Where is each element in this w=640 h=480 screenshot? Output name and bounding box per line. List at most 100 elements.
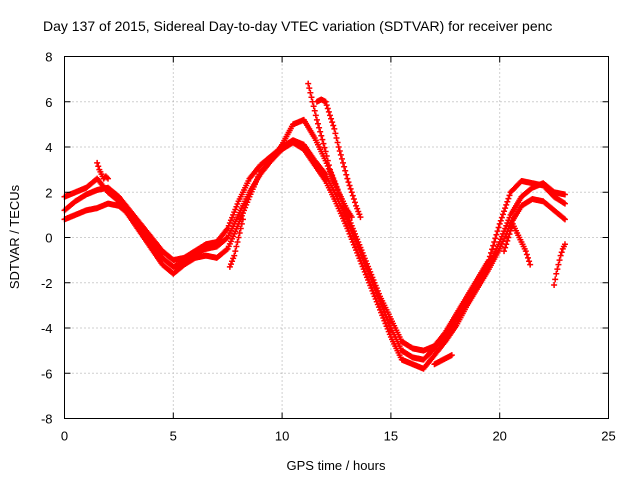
data-point — [561, 216, 568, 223]
data-point — [306, 85, 313, 92]
data-point — [236, 229, 243, 236]
data-point — [348, 189, 355, 196]
x-tick-label: 20 — [492, 429, 506, 444]
y-tick-label: -2 — [41, 276, 53, 291]
data-point — [105, 175, 112, 182]
data-point — [95, 163, 102, 170]
data-point — [340, 159, 347, 166]
data-point — [317, 128, 324, 135]
data-point — [490, 242, 497, 249]
data-point — [494, 228, 501, 235]
data-point — [313, 116, 320, 123]
data-point — [305, 80, 312, 87]
data-point — [498, 214, 505, 221]
data-point — [556, 257, 563, 264]
data-points — [61, 80, 568, 372]
data-point — [505, 234, 512, 241]
x-tick-label: 25 — [601, 429, 615, 444]
data-point — [336, 147, 343, 154]
data-point — [331, 125, 338, 132]
data-point — [346, 182, 353, 189]
data-point — [316, 124, 323, 131]
y-tick-label: -6 — [41, 366, 53, 381]
y-tick-label: 4 — [45, 140, 52, 155]
data-point — [326, 112, 333, 119]
data-point — [493, 231, 500, 238]
data-point — [353, 202, 360, 209]
data-point — [232, 248, 239, 255]
data-point — [496, 220, 503, 227]
data-point — [307, 89, 314, 96]
data-point — [319, 136, 326, 143]
data-point — [234, 239, 241, 246]
data-point — [333, 183, 340, 190]
data-point — [223, 235, 230, 242]
data-point — [505, 195, 512, 202]
y-tick-label: 0 — [45, 231, 52, 246]
data-point — [337, 151, 344, 158]
data-point — [342, 167, 349, 174]
data-point — [322, 148, 329, 155]
data-point — [344, 175, 351, 182]
data-point — [331, 177, 338, 184]
data-point — [231, 252, 238, 259]
data-point — [507, 227, 514, 234]
data-point — [328, 115, 335, 122]
data-point — [502, 244, 509, 251]
data-point — [325, 162, 332, 169]
data-point — [341, 163, 348, 170]
data-point — [347, 185, 354, 192]
series-spur-a — [305, 80, 355, 221]
data-point — [326, 166, 333, 173]
series-spur-f — [501, 220, 534, 268]
y-axis-label: SDTVAR / TECUs — [7, 184, 22, 289]
data-point — [311, 107, 318, 114]
axis-ticks: 0 5 10 15 20 25 -8 -6 -4 -2 0 2 4 6 8 — [41, 50, 616, 444]
series-spur-e — [551, 241, 568, 289]
data-point — [495, 224, 502, 231]
data-point — [499, 211, 506, 218]
data-point — [526, 258, 533, 265]
data-point — [333, 134, 340, 141]
series-track-3 — [61, 116, 568, 354]
data-point — [551, 282, 558, 289]
data-point — [329, 172, 336, 179]
data-point — [561, 200, 568, 207]
data-point — [322, 98, 329, 105]
data-point — [487, 249, 494, 256]
data-point — [552, 276, 559, 283]
x-tick-label: 10 — [275, 429, 289, 444]
data-point — [330, 122, 337, 129]
data-point — [350, 196, 357, 203]
data-point — [501, 208, 508, 215]
data-point — [325, 108, 332, 115]
data-point — [351, 199, 358, 206]
data-point — [527, 261, 534, 268]
data-point — [103, 174, 110, 181]
data-point — [506, 231, 513, 238]
data-point — [491, 239, 498, 246]
data-point — [354, 205, 361, 212]
data-point — [239, 216, 246, 223]
data-point — [489, 246, 496, 253]
data-point — [335, 144, 342, 150]
data-point — [230, 255, 237, 262]
data-point — [503, 241, 510, 248]
data-point — [356, 211, 363, 218]
data-point — [332, 130, 339, 137]
series-spur-g — [226, 216, 246, 270]
data-point — [503, 201, 510, 208]
data-point — [323, 102, 330, 109]
data-point — [502, 205, 509, 212]
data-point — [560, 215, 567, 222]
data-point — [555, 261, 562, 268]
series-track-2 — [61, 139, 568, 372]
data-point — [321, 144, 328, 151]
data-point — [330, 175, 337, 182]
data-point — [557, 252, 564, 259]
chart-title: Day 137 of 2015, Sidereal Day-to-day VTE… — [43, 18, 552, 34]
data-point — [501, 248, 508, 255]
data-point — [324, 157, 331, 164]
data-point — [506, 192, 513, 199]
